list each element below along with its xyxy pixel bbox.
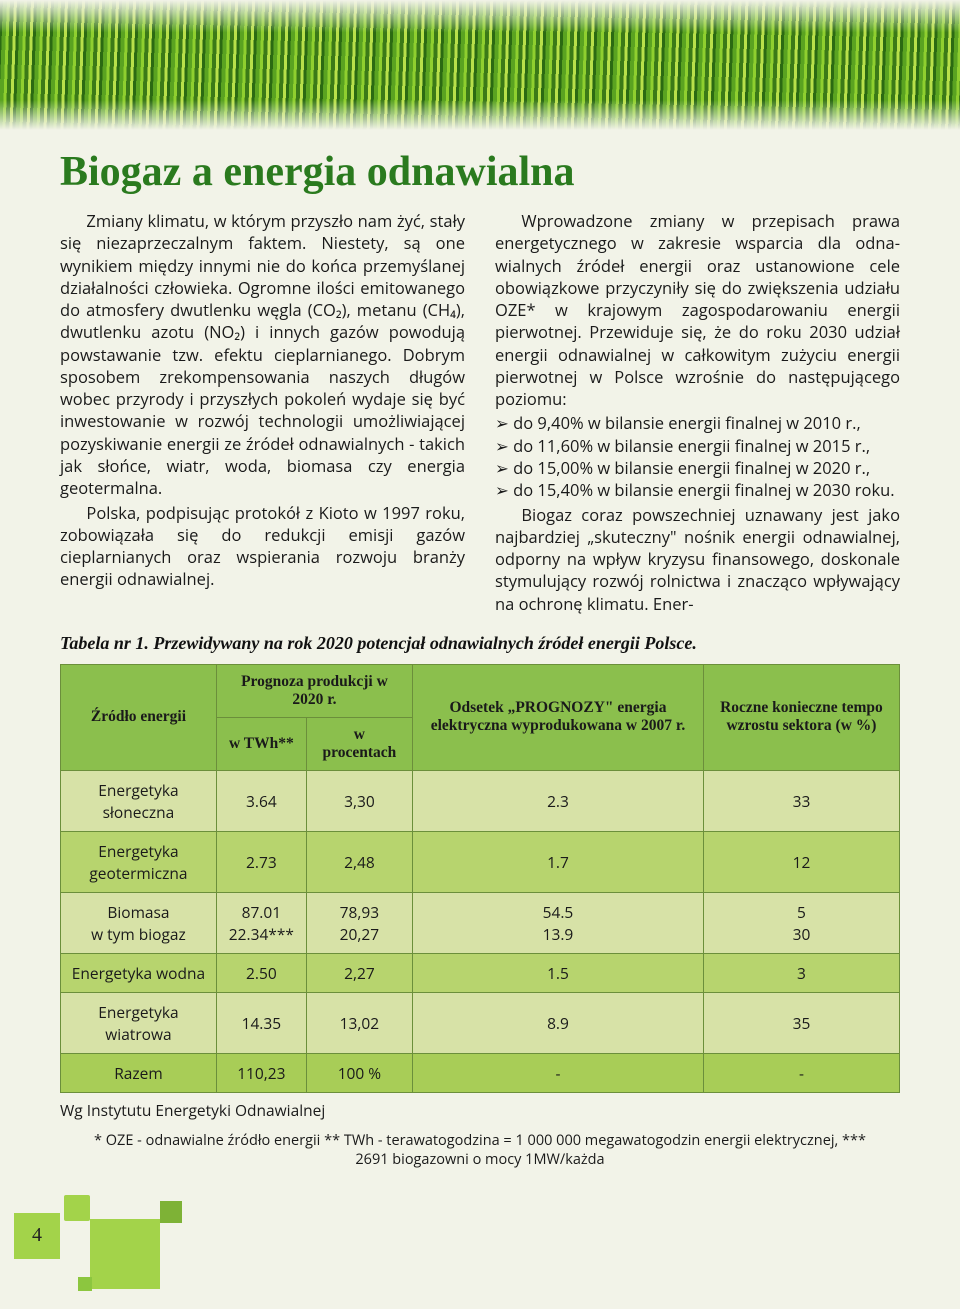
table-row: Biomasaw tym biogaz87.0122.34***78,9320,…: [61, 892, 900, 953]
table-cell: Biomasaw tym biogaz: [61, 892, 217, 953]
page-number: 4: [14, 1213, 60, 1259]
table-cell: 3,30: [306, 770, 412, 831]
list-item: ➢ do 15,40% w bilansie energii finalnej …: [495, 479, 900, 501]
table-cell: 87.0122.34***: [216, 892, 306, 953]
decorative-square: [160, 1201, 182, 1223]
table-cell: 110,23: [216, 1053, 306, 1092]
table-cell: -: [413, 1053, 704, 1092]
header-grass-banner: [0, 0, 960, 130]
table-cell: 14.35: [216, 992, 306, 1053]
table-cell: Razem: [61, 1053, 217, 1092]
table-cell: 2.3: [413, 770, 704, 831]
page-title: Biogaz a energia odnawialna: [60, 150, 900, 194]
body-columns: Zmiany klimatu, w którym przyszło nam ży…: [60, 210, 900, 615]
table-cell: 3.64: [216, 770, 306, 831]
table-cell: 8.9: [413, 992, 704, 1053]
list-item: ➢ do 9,40% w bilansie energii finalnej w…: [495, 412, 900, 434]
list-item: ➢ do 15,00% w bilansie energii finalnej …: [495, 457, 900, 479]
targets-list: ➢ do 9,40% w bilansie energii finalnej w…: [495, 412, 900, 501]
decorative-square: [78, 1277, 92, 1291]
table-row: Energetyka wiatrowa14.3513,028.935: [61, 992, 900, 1053]
table-source-note: Wg Instytutu Energetyki Odnawialnej: [60, 1099, 900, 1121]
table-cell: 2.73: [216, 831, 306, 892]
paragraph-1: Zmiany klimatu, w którym przyszło nam ży…: [60, 210, 465, 499]
table-cell: Energetyka wodna: [61, 953, 217, 992]
table-cell: Energetyka słoneczna: [61, 770, 217, 831]
list-item: ➢ do 11,60% w bilansie energii finalnej …: [495, 435, 900, 457]
table-cell: 3: [703, 953, 899, 992]
table-cell: 33: [703, 770, 899, 831]
col-percent: w procentach: [306, 717, 412, 770]
table-cell: 1.5: [413, 953, 704, 992]
energy-forecast-table: Źródło energii Prognoza produkcji w 2020…: [60, 664, 900, 1093]
table-cell: 2,48: [306, 831, 412, 892]
decorative-square: [64, 1195, 90, 1221]
table-cell: 100 %: [306, 1053, 412, 1092]
col-twh: w TWh**: [216, 717, 306, 770]
table-cell: 35: [703, 992, 899, 1053]
table-cell: 13,02: [306, 992, 412, 1053]
table-row: Razem110,23100 %--: [61, 1053, 900, 1092]
page-footer: 4: [0, 1189, 960, 1289]
table-cell: Energetyka geotermiczna: [61, 831, 217, 892]
table-cell: Energetyka wiatrowa: [61, 992, 217, 1053]
page-content: Biogaz a energia odnawialna Zmiany klima…: [0, 130, 960, 1179]
col-forecast-group: Prognoza produkcji w 2020 r.: [216, 664, 412, 717]
table-cell: 2,27: [306, 953, 412, 992]
table-caption: Tabela nr 1. Przewidywany na rok 2020 po…: [60, 633, 900, 654]
table-cell: 1.7: [413, 831, 704, 892]
decorative-square: [90, 1219, 160, 1289]
table-row: Energetyka słoneczna3.643,302.333: [61, 770, 900, 831]
table-cell: 78,9320,27: [306, 892, 412, 953]
col-growth: Roczne konieczne tempo wzrostu sektora (…: [703, 664, 899, 770]
table-cell: 12: [703, 831, 899, 892]
paragraph-4: Biogaz coraz powszechniej uznawany jest …: [495, 504, 900, 615]
col-source: Źródło energii: [61, 664, 217, 770]
col-share: Odsetek „PROGNOZY" energia elektryczna w…: [413, 664, 704, 770]
table-body: Energetyka słoneczna3.643,302.333Energet…: [61, 770, 900, 1092]
table-cell: 530: [703, 892, 899, 953]
table-row: Energetyka wodna2.502,271.53: [61, 953, 900, 992]
table-header: Źródło energii Prognoza produkcji w 2020…: [61, 664, 900, 770]
footnote: * OZE - odnawialne źródło energii ** TWh…: [60, 1131, 900, 1169]
table-cell: 2.50: [216, 953, 306, 992]
table-cell: 54.513.9: [413, 892, 704, 953]
paragraph-2: Polska, podpisując protokół z Kioto w 19…: [60, 502, 465, 591]
table-row: Energetyka geotermiczna2.732,481.712: [61, 831, 900, 892]
paragraph-3: Wprowadzone zmiany w przepisach prawa en…: [495, 210, 900, 410]
table-cell: -: [703, 1053, 899, 1092]
